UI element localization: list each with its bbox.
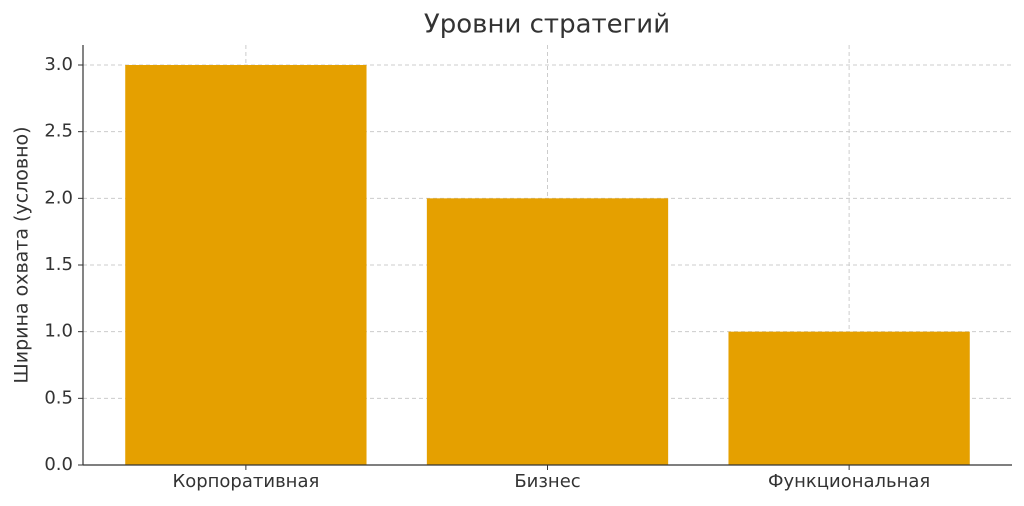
x-tick-label: Бизнес — [514, 471, 580, 492]
y-tick-label: 3.0 — [44, 54, 73, 75]
y-tick-label: 0.5 — [44, 387, 73, 408]
y-tick-label: 1.5 — [44, 254, 73, 275]
x-tick-label: Корпоративная — [172, 471, 319, 492]
y-tick-label: 2.5 — [44, 121, 73, 142]
y-tick-label: 0.0 — [44, 454, 73, 475]
y-axis-label: Ширина охвата (условно) — [11, 126, 33, 383]
bar — [728, 331, 970, 465]
y-tick-label: 1.0 — [44, 321, 73, 342]
bar — [426, 198, 669, 466]
bar — [125, 65, 367, 465]
chart-title: Уровни стратегий — [424, 10, 670, 40]
x-tick-label: Функциональная — [768, 471, 930, 492]
y-tick-label: 2.0 — [44, 187, 73, 208]
